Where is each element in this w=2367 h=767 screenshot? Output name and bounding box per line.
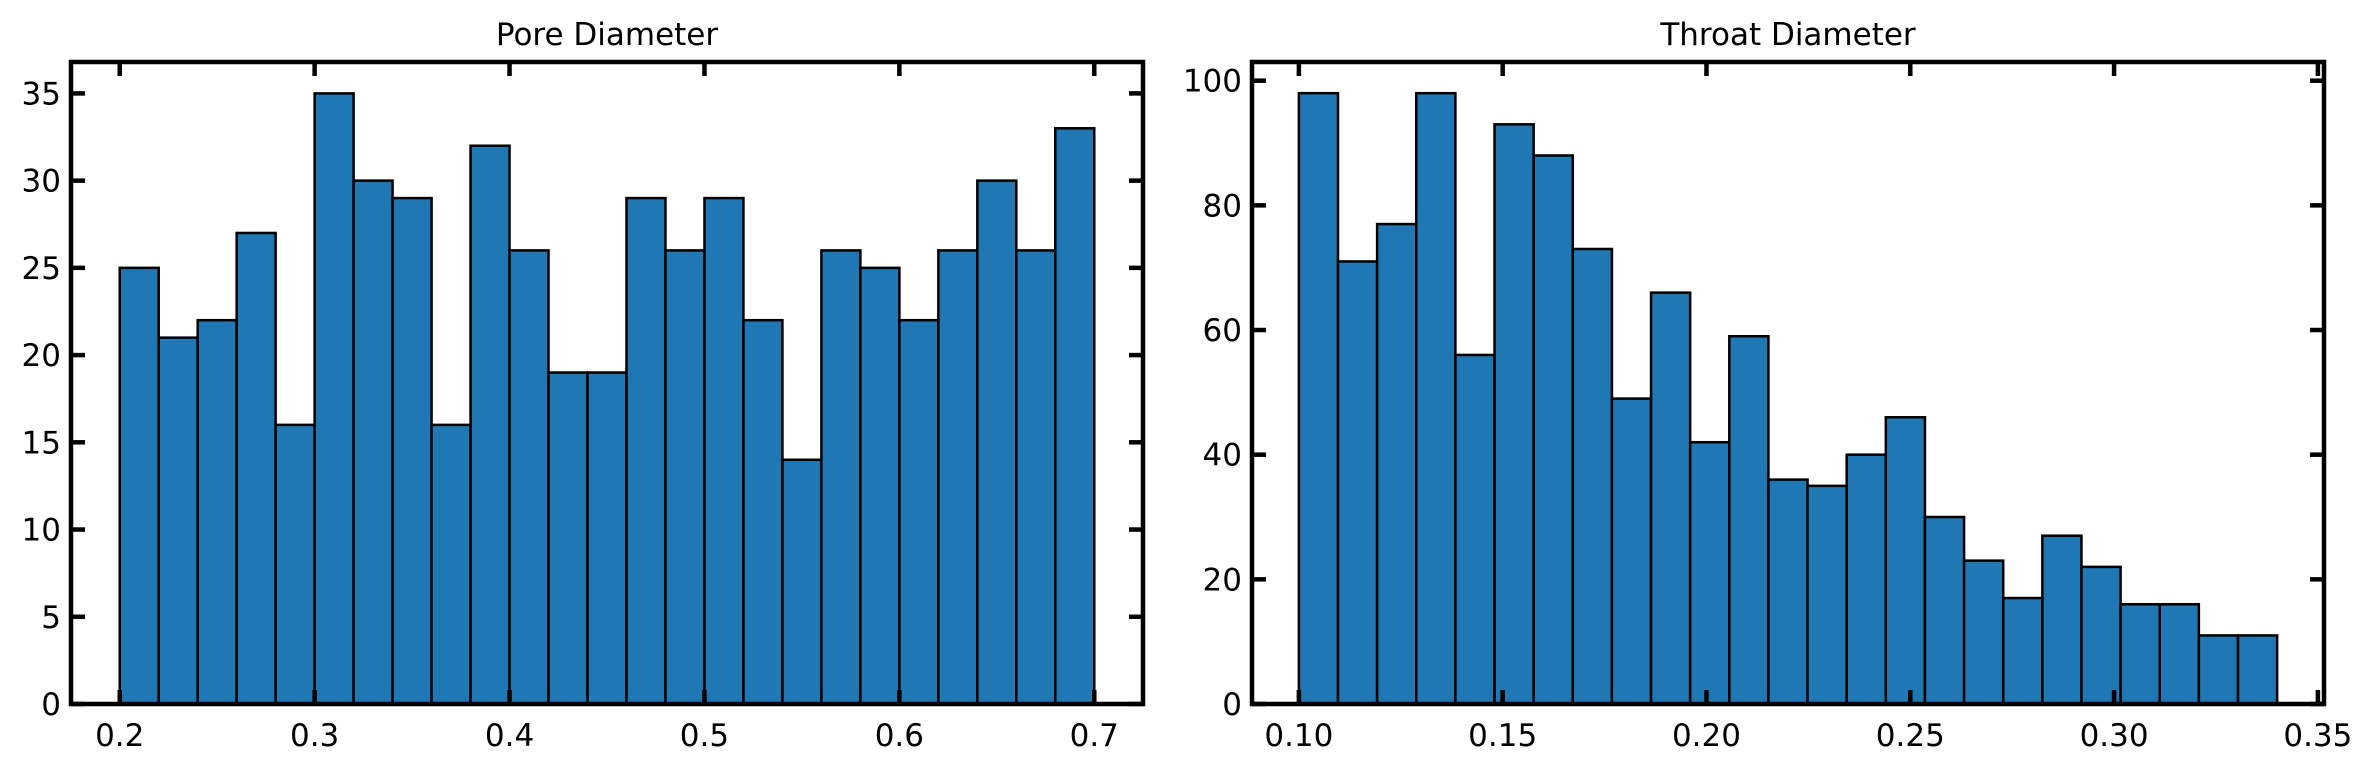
histogram-bar xyxy=(508,249,550,706)
histogram-bar xyxy=(1454,353,1496,706)
histogram-bar xyxy=(1884,416,1927,706)
histogram-bar xyxy=(937,249,979,706)
histogram-bar xyxy=(2197,634,2240,706)
histogram-bar xyxy=(586,371,628,706)
histogram-bar xyxy=(859,266,901,706)
histogram-bar xyxy=(1845,453,1888,706)
x-tick-label: 0.30 xyxy=(2080,718,2149,754)
histogram-bar xyxy=(1571,247,1614,706)
histogram-bar xyxy=(2001,596,2044,706)
x-tick-label: 0.10 xyxy=(1264,718,1333,754)
histogram-bar xyxy=(1532,154,1575,706)
histogram-bar xyxy=(781,458,823,706)
pore-diameter-plot-frame xyxy=(68,59,1146,707)
y-tick-label: 10 xyxy=(22,513,61,549)
histogram-bar xyxy=(1297,91,1340,706)
histogram-bar xyxy=(898,318,940,706)
histogram-bar xyxy=(196,318,238,706)
histogram-bar xyxy=(1054,127,1096,706)
pore-diameter-title: Pore Diameter xyxy=(496,17,719,53)
x-tick-label: 0.3 xyxy=(290,718,339,754)
histogram-bar xyxy=(352,179,394,706)
y-tick-label: 5 xyxy=(41,600,61,636)
histogram-bar xyxy=(1923,515,1966,706)
histogram-bar xyxy=(2080,565,2122,706)
histogram-bar xyxy=(430,423,472,706)
histogram-bar xyxy=(2158,603,2201,706)
histogram-bar xyxy=(313,92,355,706)
histogram-bar xyxy=(976,179,1018,706)
y-tick-label: 40 xyxy=(1203,438,1242,474)
y-tick-label: 20 xyxy=(22,338,61,374)
histogram-bar xyxy=(820,249,862,706)
y-tick-label: 15 xyxy=(22,425,61,461)
y-tick-label: 0 xyxy=(41,687,61,723)
histogram-bar xyxy=(1767,478,1809,706)
throat-diameter-plot-frame xyxy=(1249,59,2327,707)
histogram-bar xyxy=(274,423,316,706)
x-tick-label: 0.35 xyxy=(2283,718,2352,754)
histogram-bar xyxy=(2236,634,2279,706)
histogram-bar xyxy=(664,249,706,706)
histogram-bar xyxy=(469,144,511,706)
y-tick-label: 100 xyxy=(1183,64,1242,100)
histogram-bar xyxy=(235,231,277,706)
pore-diameter-ticks: 0.2 0.3 0.4 0.5 0.6 0.7 0 5 10 15 20 25 30 35 xyxy=(22,62,1143,754)
y-tick-label: 25 xyxy=(22,251,61,287)
x-tick-label: 0.2 xyxy=(95,718,144,754)
throat-diameter-bars xyxy=(1297,91,2279,706)
y-tick-label: 30 xyxy=(22,164,61,200)
histogram-bar xyxy=(1415,91,1457,706)
histogram-bar xyxy=(2041,534,2083,706)
histogram-bar xyxy=(1649,291,1692,706)
y-tick-label: 80 xyxy=(1203,188,1242,224)
histogram-bar xyxy=(118,266,160,706)
histogram-bar xyxy=(1336,260,1379,706)
x-tick-label: 0.7 xyxy=(1070,718,1119,754)
x-tick-label: 0.15 xyxy=(1468,718,1537,754)
histogram-bar xyxy=(742,318,784,706)
pore-diameter-bars xyxy=(118,92,1096,706)
y-tick-label: 20 xyxy=(1203,562,1242,598)
y-tick-label: 0 xyxy=(1222,687,1242,723)
histogram-bar xyxy=(1610,397,1653,706)
histogram-bar xyxy=(1015,249,1057,706)
x-tick-label: 0.20 xyxy=(1672,718,1741,754)
x-tick-label: 0.25 xyxy=(1876,718,1945,754)
x-tick-label: 0.4 xyxy=(485,718,534,754)
histogram-bar xyxy=(391,196,433,706)
x-tick-label: 0.5 xyxy=(680,718,729,754)
throat-diameter-ticks: 0.10 0.15 0.20 0.25 0.30 0.35 0 20 40 60 80 100 xyxy=(1183,62,2352,754)
histogram-bar xyxy=(157,336,199,706)
histogram-bar xyxy=(1688,440,1731,706)
pore-diameter-histogram: Pore Diameter 0.2 0.3 0.4 0.5 0.6 0.7 0 5 10 15 20… xyxy=(22,17,1146,754)
throat-diameter-title: Throat Diameter xyxy=(1659,17,1916,53)
histogram-bar xyxy=(1728,335,1770,706)
y-tick-label: 35 xyxy=(22,76,61,112)
histogram-bar xyxy=(2119,603,2161,706)
histogram-bar xyxy=(1962,559,2005,706)
histogram-bar xyxy=(703,196,745,706)
histogram-bar xyxy=(625,196,667,706)
histogram-bar xyxy=(547,371,589,706)
histogram-bar xyxy=(1375,222,1418,706)
y-tick-label: 60 xyxy=(1203,313,1242,349)
histogram-bar xyxy=(1493,123,1535,706)
x-tick-label: 0.6 xyxy=(875,718,924,754)
histogram-bar xyxy=(1806,484,1848,706)
throat-diameter-histogram: Throat Diameter 0.10 0.15 0.20 0.25 0.30 0.35… xyxy=(1183,17,2353,754)
